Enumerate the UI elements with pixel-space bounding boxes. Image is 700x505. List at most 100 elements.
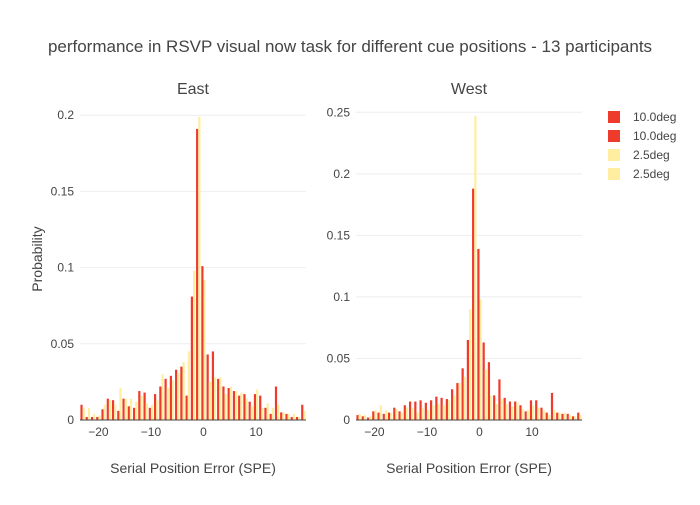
- west-x-tick-label: 10: [525, 425, 539, 439]
- west-bar: [363, 415, 367, 420]
- east-bar: [201, 266, 204, 420]
- east-bar: [274, 386, 278, 420]
- east-bar: [190, 296, 193, 420]
- west-bar: [437, 404, 440, 420]
- west-bar: [577, 412, 580, 420]
- west-bar: [440, 397, 443, 420]
- west-panel-title: West: [451, 81, 488, 98]
- west-bar: [487, 362, 491, 420]
- west-bar: [521, 408, 524, 420]
- east-bar: [119, 388, 122, 420]
- east-bar: [266, 403, 269, 420]
- west-bar: [414, 401, 417, 420]
- west-x-tick-label: −20: [364, 425, 385, 439]
- east-bar: [132, 407, 136, 420]
- west-bar: [408, 401, 412, 420]
- east-bar: [159, 386, 162, 420]
- west-bar: [416, 412, 419, 420]
- west-bar: [535, 400, 538, 420]
- west-bar: [524, 411, 527, 420]
- east-bar: [85, 416, 88, 420]
- east-y-tick-label: 0.1: [57, 261, 74, 275]
- west-bar: [466, 340, 469, 420]
- east-bar: [250, 406, 254, 420]
- west-bar: [500, 399, 503, 420]
- east-bar: [248, 401, 251, 420]
- west-bar: [563, 412, 566, 420]
- west-bar: [372, 411, 375, 420]
- west-bar: [542, 410, 545, 420]
- west-y-tick-label: 0.2: [333, 167, 350, 181]
- west-bar: [442, 405, 445, 420]
- west-bar: [458, 383, 461, 420]
- west-bar: [526, 410, 530, 420]
- west-bar: [403, 405, 406, 420]
- east-bar: [148, 407, 151, 420]
- east-bar: [222, 386, 225, 420]
- east-bar: [108, 400, 112, 420]
- east-bar: [303, 410, 306, 420]
- east-bar: [166, 388, 169, 420]
- east-y-tick-label: 0.15: [51, 184, 75, 198]
- east-bar: [143, 392, 146, 420]
- west-bar: [553, 410, 556, 420]
- west-bar: [574, 416, 577, 420]
- west-bar: [390, 412, 393, 420]
- west-bar: [498, 379, 501, 420]
- west-bar: [456, 383, 459, 420]
- west-y-tick-label: 0.05: [327, 351, 351, 365]
- east-bar: [80, 404, 83, 420]
- east-x-tick-label: −20: [88, 425, 109, 439]
- east-bar: [114, 404, 117, 420]
- east-bar: [245, 398, 248, 420]
- west-bar: [508, 401, 512, 420]
- west-bar: [550, 392, 554, 420]
- west-bar: [398, 411, 401, 420]
- east-bar: [285, 413, 288, 420]
- east-bar: [295, 416, 299, 420]
- east-y-tick-label: 0.05: [51, 337, 75, 351]
- west-bar: [490, 395, 493, 420]
- east-bar: [235, 391, 238, 420]
- east-x-tick-label: 0: [200, 425, 207, 439]
- east-bar: [259, 395, 262, 420]
- west-bar: [474, 116, 477, 420]
- east-bar: [161, 374, 164, 420]
- east-bar: [164, 378, 167, 420]
- east-bar: [287, 413, 290, 420]
- west-bar: [519, 405, 522, 420]
- east-bar: [301, 404, 304, 420]
- west-bar: [547, 415, 551, 420]
- east-bar: [203, 279, 206, 420]
- east-bar: [196, 128, 199, 420]
- west-bar: [516, 402, 519, 420]
- west-bar: [361, 416, 364, 420]
- west-bar: [556, 412, 559, 420]
- west-bar: [393, 407, 396, 420]
- east-bar: [87, 407, 91, 420]
- west-bar: [461, 368, 464, 420]
- east-bar: [90, 416, 94, 420]
- west-bar: [503, 397, 506, 420]
- west-bar: [451, 389, 454, 420]
- west-bar: [356, 415, 359, 420]
- west-bar: [366, 417, 370, 420]
- east-x-axis-label: Serial Position Error (SPE): [110, 460, 276, 476]
- east-bar: [117, 410, 120, 420]
- east-bar: [138, 391, 141, 420]
- west-bar: [479, 299, 482, 420]
- west-bar: [482, 342, 485, 420]
- east-bar: [180, 366, 183, 420]
- east-bar: [290, 416, 293, 420]
- east-y-tick-label: 0: [67, 413, 74, 427]
- west-bar: [495, 404, 498, 420]
- east-bar: [111, 400, 115, 420]
- west-bar: [369, 416, 372, 420]
- west-bar: [566, 413, 569, 420]
- legend-swatch: [608, 149, 620, 161]
- east-bar: [103, 404, 106, 420]
- legend-label: 10.0deg: [633, 110, 676, 124]
- west-bar: [558, 412, 561, 420]
- east-bar: [211, 351, 215, 420]
